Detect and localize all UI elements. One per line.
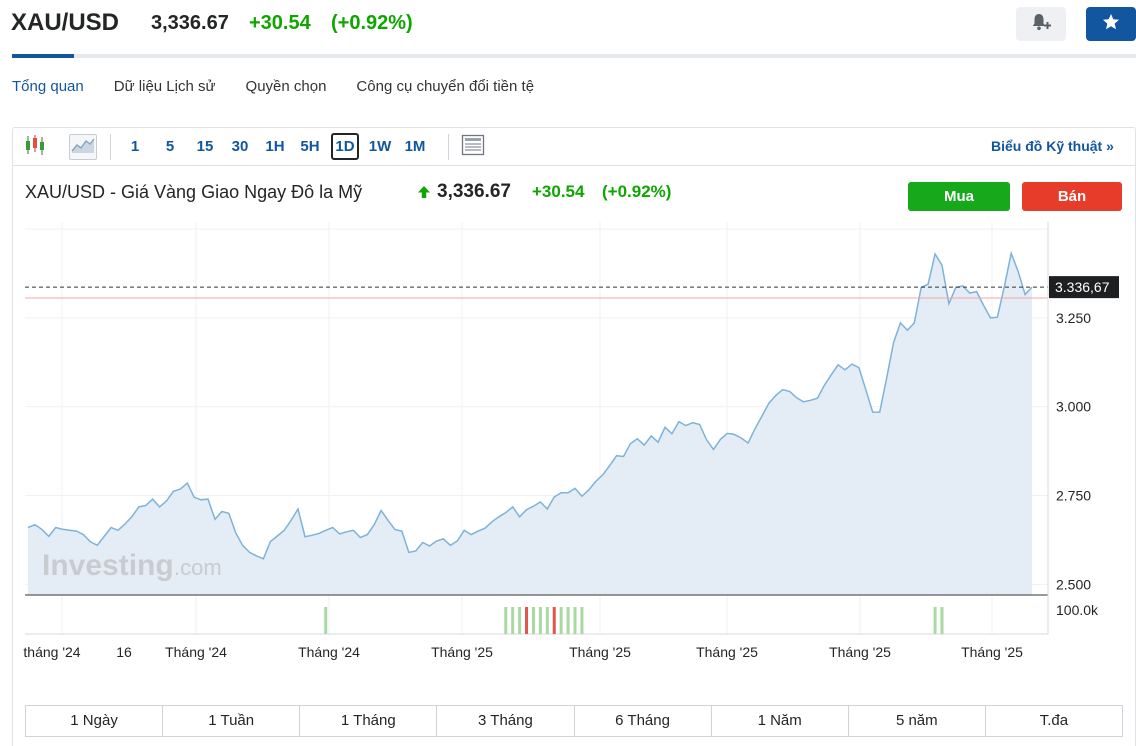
volume-bar xyxy=(552,607,556,634)
volume-bar xyxy=(940,607,944,634)
x-tick-label: Tháng '24 xyxy=(298,644,360,660)
chart-last-price: 3,336.67 xyxy=(437,181,511,202)
up-arrow-icon xyxy=(417,185,431,204)
x-tick-label: Tháng '25 xyxy=(569,644,631,660)
tab-historical-data[interactable]: Dữ liệu Lịch sử xyxy=(113,78,216,95)
tab-overview[interactable]: Tổng quan xyxy=(12,78,84,95)
volume-bar xyxy=(538,607,542,634)
header-divider xyxy=(12,54,1136,58)
volume-bar xyxy=(545,607,549,634)
x-tick-label: Tháng '24 xyxy=(165,644,227,660)
tab-options[interactable]: Quyền chọn xyxy=(245,78,327,95)
price-change-percent: (+0.92%) xyxy=(331,12,413,34)
chart-price-change: +30.54 xyxy=(532,182,585,201)
timeframe-1w[interactable]: 1W xyxy=(368,138,392,155)
range-max[interactable]: T.đa xyxy=(1039,712,1069,729)
x-tick-label: Tháng '25 xyxy=(961,644,1023,660)
chart-toolbar xyxy=(12,127,1136,166)
range-1-day[interactable]: 1 Ngày xyxy=(26,706,164,736)
symbol-title: XAU/USD xyxy=(11,9,120,36)
range-1-week[interactable]: 1 Tuần xyxy=(163,706,301,736)
watermark-brand: Investing xyxy=(42,549,174,582)
star-icon xyxy=(1102,13,1120,36)
add-alert-button[interactable] xyxy=(1016,7,1066,41)
x-tick-label: 16 xyxy=(116,644,132,660)
volume-bar xyxy=(511,607,515,634)
range-6-months[interactable]: 6 Tháng xyxy=(575,706,712,736)
timeframe-1d[interactable]: 1D xyxy=(331,133,359,160)
volume-bar xyxy=(518,607,522,634)
candlestick-chart-button[interactable] xyxy=(22,134,48,160)
timeframe-30[interactable]: 30 xyxy=(231,138,249,155)
toolbar-divider xyxy=(110,134,111,160)
investing-watermark: Investing .com xyxy=(42,549,222,582)
price-change: +30.54 xyxy=(249,12,311,34)
x-tick-label: tháng '24 xyxy=(23,644,80,660)
chart-settings-button[interactable] xyxy=(460,134,486,160)
range-1-month[interactable]: 1 Tháng xyxy=(300,706,438,736)
timeframe-5h[interactable]: 5H xyxy=(300,138,320,155)
quote-header: XAU/USD 3,336.67 +30.54 (+0.92%) xyxy=(0,0,1136,54)
chart-layout-icon xyxy=(461,134,485,161)
volume-bar xyxy=(525,607,529,634)
last-price-label: 3.336,67 xyxy=(1055,279,1110,295)
last-price-marker: 3.336,67 xyxy=(1049,276,1119,299)
y-tick-label: 2.750 xyxy=(1056,488,1091,504)
range-selector: 1 Ngày 1 Tuần 1 Tháng 3 Tháng 6 Tháng 1 … xyxy=(25,705,1123,737)
chart-instrument-title: XAU/USD - Giá Vàng Giao Ngay Đô la Mỹ xyxy=(25,182,363,202)
timeframe-15[interactable]: 15 xyxy=(196,138,214,155)
volume-bar xyxy=(504,607,508,634)
y-tick-label: 3.000 xyxy=(1056,399,1091,415)
timeframe-1m[interactable]: 1M xyxy=(404,138,426,155)
y-tick-label: 3.250 xyxy=(1056,310,1091,326)
volume-bar xyxy=(559,607,563,634)
technical-chart-link[interactable]: Biểu đồ Kỹ thuật » xyxy=(991,138,1114,154)
y-tick-label: 2.500 xyxy=(1056,576,1091,592)
x-tick-label: Tháng '25 xyxy=(431,644,493,660)
header-divider-accent xyxy=(12,54,74,58)
range-3-months[interactable]: 3 Tháng xyxy=(437,706,575,736)
volume-bar xyxy=(324,607,328,634)
price-line xyxy=(27,250,1033,560)
bell-plus-icon xyxy=(1030,11,1052,38)
last-price: 3,336.67 xyxy=(151,12,229,34)
range-1-year[interactable]: 1 Năm xyxy=(712,706,849,736)
x-tick-label: Tháng '25 xyxy=(696,644,758,660)
volume-bar xyxy=(580,607,584,634)
toolbar-divider xyxy=(448,134,449,160)
volume-bar xyxy=(933,607,937,634)
sell-button[interactable]: Bán xyxy=(1022,182,1122,211)
add-to-watchlist-button[interactable] xyxy=(1086,7,1136,41)
sub-nav-tabs: Tổng quan Dữ liệu Lịch sử Quyền chọn Côn… xyxy=(12,78,564,98)
watermark-suffix: .com xyxy=(174,555,222,580)
tab-currency-converter[interactable]: Công cụ chuyển đổi tiền tệ xyxy=(356,78,535,95)
timeframe-1[interactable]: 1 xyxy=(130,138,140,155)
timeframe-1h[interactable]: 1H xyxy=(265,138,285,155)
chart-price-change-percent: (+0.92%) xyxy=(602,182,672,201)
volume-axis-label: 100.0k xyxy=(1056,602,1099,618)
buy-button[interactable]: Mua xyxy=(908,182,1010,211)
price-area-fill xyxy=(28,253,1032,596)
volume-bar xyxy=(531,607,535,634)
area-chart-button[interactable] xyxy=(69,134,97,160)
candlestick-icon xyxy=(23,134,47,161)
volume-bar xyxy=(573,607,577,634)
area-chart-icon xyxy=(71,136,95,159)
x-tick-label: Tháng '25 xyxy=(829,644,891,660)
timeframe-5[interactable]: 5 xyxy=(165,138,175,155)
volume-bar xyxy=(566,607,570,634)
range-5-years[interactable]: 5 năm xyxy=(849,706,986,736)
